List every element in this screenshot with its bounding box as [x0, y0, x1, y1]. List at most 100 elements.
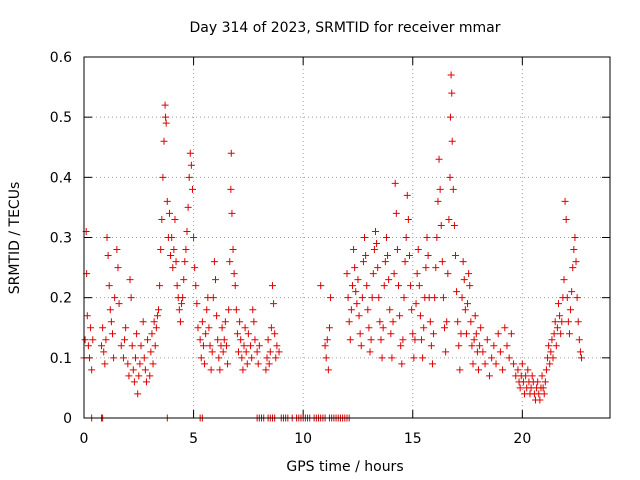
- data-point: [477, 324, 485, 332]
- data-point: [373, 240, 381, 248]
- data-point: [352, 288, 360, 296]
- data-point: [228, 209, 236, 217]
- data-point: [105, 282, 113, 290]
- data-point: [475, 366, 482, 374]
- data-point: [170, 246, 178, 254]
- data-point: [179, 294, 187, 302]
- data-point: [368, 294, 376, 302]
- data-point: [151, 342, 159, 350]
- data-point: [167, 252, 175, 260]
- data-point: [242, 348, 250, 356]
- data-point: [83, 312, 91, 320]
- data-point: [503, 342, 511, 350]
- chart-title: Day 314 of 2023, SRMTID for receiver mma…: [189, 20, 500, 36]
- y-tick-label: 0.4: [50, 170, 72, 186]
- x-tick-label: 15: [404, 431, 422, 447]
- data-point: [557, 330, 565, 338]
- data-point: [243, 360, 251, 368]
- data-point: [569, 264, 577, 272]
- data-point: [472, 330, 480, 338]
- data-point: [210, 258, 218, 266]
- data-point: [363, 282, 371, 290]
- y-tick-label: 0.5: [50, 110, 72, 126]
- data-point: [470, 336, 478, 344]
- data-point: [538, 372, 546, 380]
- data-point: [419, 354, 427, 362]
- data-point: [152, 324, 160, 332]
- data-point: [355, 312, 363, 320]
- data-point: [135, 372, 143, 380]
- data-point: [202, 330, 210, 338]
- data-point: [518, 360, 526, 368]
- data-point: [464, 300, 472, 308]
- data-point: [219, 348, 227, 356]
- data-point: [157, 246, 165, 254]
- data-point: [575, 336, 583, 344]
- data-point: [387, 330, 395, 338]
- data-point: [103, 234, 111, 241]
- data-point: [381, 258, 389, 266]
- data-point: [505, 354, 513, 362]
- data-point: [149, 360, 157, 368]
- data-point: [545, 342, 553, 350]
- data-point: [264, 336, 272, 344]
- data-point: [153, 312, 161, 320]
- data-point: [227, 149, 235, 157]
- data-point: [386, 306, 394, 314]
- data-point: [351, 264, 359, 272]
- data-point: [172, 258, 180, 266]
- data-point: [442, 348, 450, 356]
- data-point: [270, 300, 278, 308]
- y-axis-label: SRMTID / TECUs: [7, 182, 23, 295]
- data-point: [126, 276, 134, 284]
- data-point: [266, 348, 274, 356]
- data-point: [402, 234, 410, 241]
- data-point: [265, 360, 273, 368]
- data-point: [393, 246, 401, 254]
- data-point: [426, 318, 434, 326]
- data-point: [385, 276, 393, 284]
- data-point: [541, 378, 549, 386]
- data-point: [114, 264, 122, 272]
- data-point: [430, 330, 438, 338]
- data-point: [400, 294, 408, 302]
- data-point: [554, 300, 562, 308]
- data-point: [558, 318, 566, 326]
- data-point: [251, 336, 259, 344]
- data-point: [197, 354, 205, 362]
- data-point: [273, 342, 281, 350]
- data-point: [230, 270, 238, 278]
- data-point: [572, 258, 580, 266]
- data-point: [444, 270, 452, 278]
- data-point: [324, 366, 332, 374]
- data-point: [173, 282, 181, 290]
- data-point: [437, 221, 445, 229]
- data-point: [106, 306, 114, 314]
- data-point: [481, 360, 489, 368]
- plot-frame: [83, 56, 611, 419]
- data-point: [567, 306, 575, 314]
- data-point: [405, 252, 413, 260]
- data-point: [221, 318, 229, 326]
- y-tick-label: 0: [63, 411, 72, 427]
- data-point: [107, 318, 115, 326]
- data-point: [321, 342, 329, 350]
- data-point: [347, 306, 355, 314]
- data-point: [490, 342, 498, 350]
- data-point: [476, 342, 484, 350]
- data-point: [367, 336, 375, 344]
- data-point: [522, 372, 530, 380]
- data-point: [122, 324, 130, 332]
- data-point: [141, 366, 149, 374]
- data-point: [410, 354, 418, 362]
- data-point: [212, 276, 219, 284]
- data-point: [162, 113, 170, 121]
- data-point: [565, 330, 573, 338]
- data-point: [111, 294, 119, 302]
- data-point: [469, 360, 477, 368]
- tick-layer: 0 0.1 0.2 0.3 0.4 0.5 0.6 0 5 10 15 20: [50, 50, 610, 447]
- data-point: [156, 282, 164, 290]
- data-point: [102, 336, 110, 344]
- data-point: [146, 372, 154, 380]
- data-point: [250, 318, 258, 326]
